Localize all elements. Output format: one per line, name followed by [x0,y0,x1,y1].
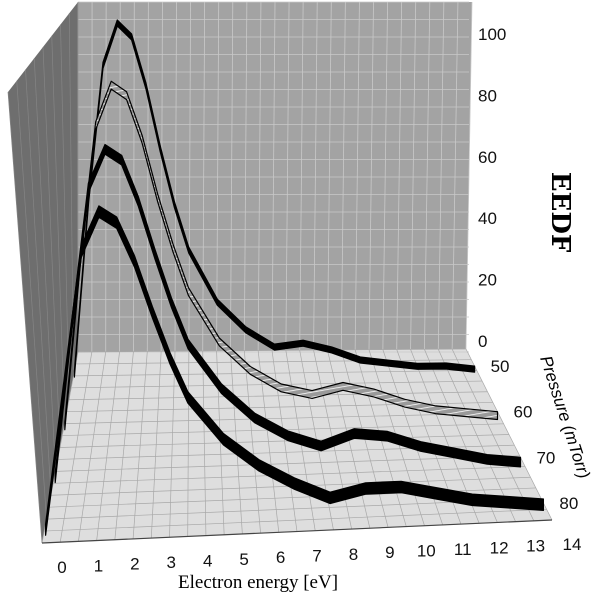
wall-gridline [340,1,346,350]
floor-gridline [64,412,499,424]
side-gridline [7,91,43,544]
wall-gridline [285,1,290,351]
wall-gridline [202,1,206,352]
wall-gridline [465,1,473,350]
x-tick-label: 9 [385,543,394,562]
z-tick-label: 80 [559,494,578,513]
side-gridline [42,46,61,448]
floor-gridline [44,508,547,532]
floor-gridline [59,434,510,448]
wall-gridline [271,1,276,351]
side-gridline [51,35,65,424]
wall-gridline [299,1,304,351]
series-ribbon-80 [44,205,545,536]
series-ribbon-50 [73,19,476,378]
floor-gridline [73,370,477,377]
y-tick-label: 60 [478,148,497,167]
wall-gridline [216,1,220,351]
x-tick-label: 6 [276,548,285,567]
x-tick-label: 4 [203,551,212,570]
x-tick-label: 12 [490,538,509,557]
x-tick-label: 1 [94,556,103,575]
z-tick-label: 70 [536,448,555,467]
x-tick-label: 0 [57,558,66,577]
side-gridline [33,58,56,472]
y-tick-label: 40 [478,209,497,228]
floor-gridline [75,359,472,365]
x-tick-label: 14 [563,535,582,554]
y-tick-label: 80 [478,86,497,105]
wall-gridline [257,1,262,351]
x-tick-label: 5 [239,550,248,569]
x-tick-label: 8 [349,545,358,564]
series-ribbon-70 [54,143,522,484]
wall-gridline [313,1,318,351]
wall-gridline [424,1,431,350]
x-axis-title: Electron energy [eV] [178,572,339,593]
wall-gridline [230,1,234,351]
wall-gridline [354,1,360,350]
y-tick-label: 0 [478,332,487,351]
wall-gridline [410,1,417,350]
x-axis-line [41,519,553,544]
x-tick-label: 3 [167,553,176,572]
wall-gridline [243,1,248,351]
y-tick-label: 100 [478,25,506,44]
z-tick-label: 60 [514,403,533,422]
wall-gridline [382,1,388,350]
series-ribbon-60 [64,80,499,431]
floor-gridline [55,455,520,472]
y-axis-title: EEDF [545,172,575,253]
wall-gridline [327,1,332,351]
wall-gridline [368,1,374,350]
wall-gridline [451,1,459,350]
side-gridline [25,69,52,496]
x-tick-label: 10 [417,542,436,561]
wall-gridline [437,1,445,350]
floor-gridline [77,348,467,353]
wall-gridline [396,1,403,350]
x-tick-label: 2 [130,555,139,574]
z-tick-label: 50 [491,357,510,376]
y-tick-label: 20 [478,271,497,290]
x-tick-label: 11 [454,540,472,559]
side-gridline [16,80,47,520]
floor-gridline [68,391,488,401]
x-tick-label: 13 [526,537,545,556]
x-tick-label: 7 [312,547,321,566]
side-gridline [60,24,70,400]
